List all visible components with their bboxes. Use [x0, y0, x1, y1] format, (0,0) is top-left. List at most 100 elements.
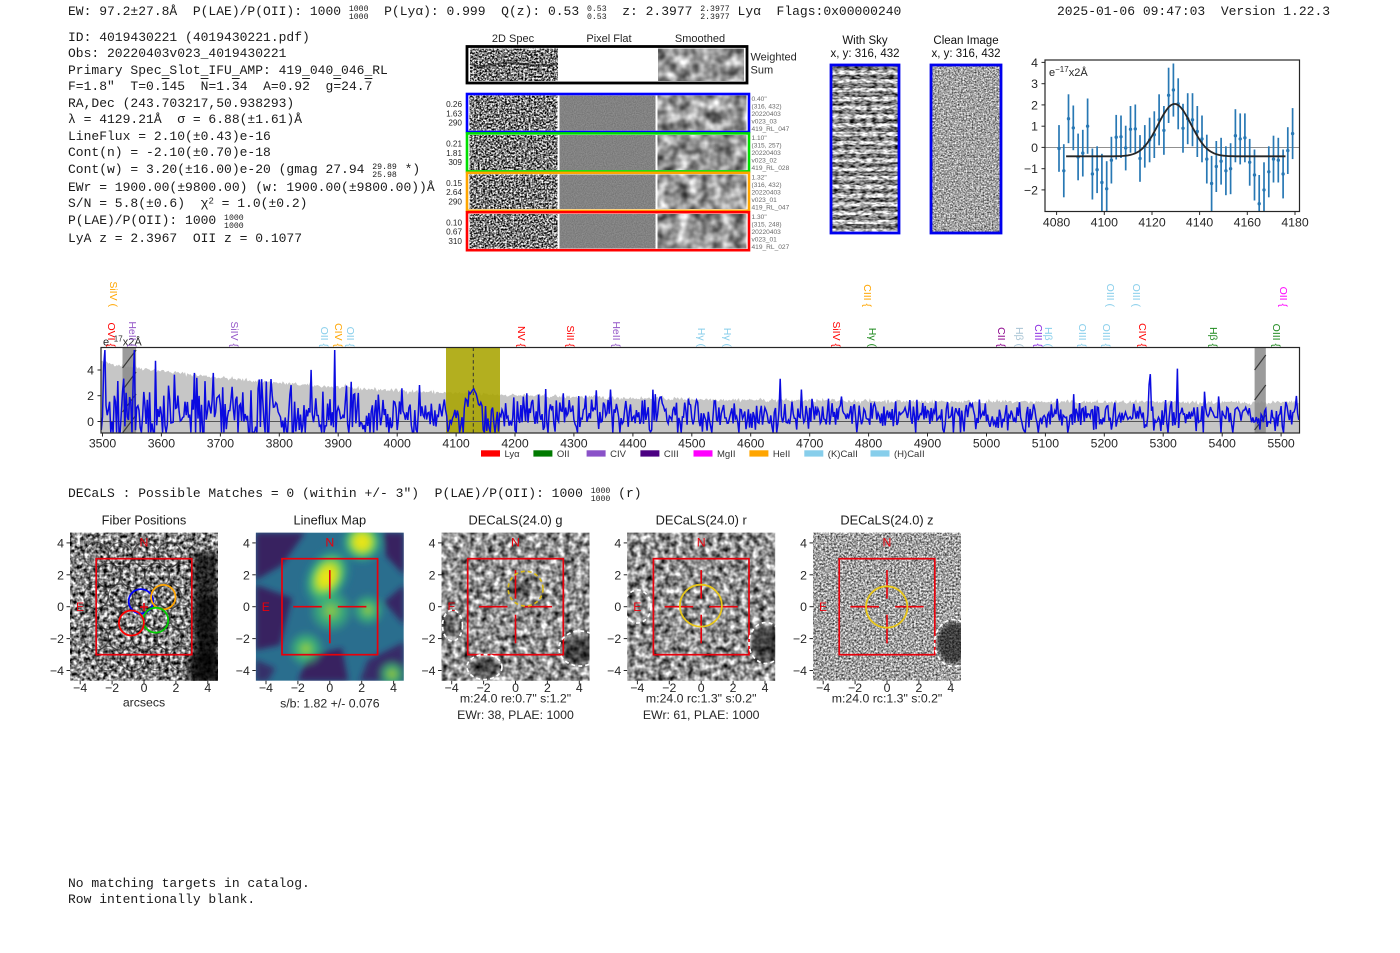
- svg-text:3800: 3800: [266, 437, 294, 451]
- svg-text:0.40": 0.40": [752, 96, 768, 103]
- svg-text:Sum: Sum: [751, 65, 774, 77]
- svg-text:0: 0: [141, 681, 148, 695]
- svg-text:4300: 4300: [560, 437, 588, 451]
- svg-text:(H)CaII: (H)CaII: [894, 449, 925, 460]
- svg-text:2: 2: [87, 389, 94, 403]
- svg-text:CIV {: CIV {: [1136, 323, 1148, 347]
- svg-text:4: 4: [576, 681, 583, 695]
- svg-text:419_RL_047: 419_RL_047: [752, 205, 790, 212]
- svg-text:−2: −2: [105, 681, 119, 695]
- svg-text:2D Spec: 2D Spec: [492, 33, 535, 45]
- svg-text:−2: −2: [421, 632, 435, 646]
- svg-text:1.30": 1.30": [752, 214, 768, 221]
- svg-text:CIII: CIII: [664, 449, 679, 460]
- svg-text:1.10": 1.10": [752, 135, 768, 142]
- svg-text:−4: −4: [73, 681, 87, 695]
- svg-text:N: N: [511, 535, 520, 549]
- svg-text:−2: −2: [662, 681, 676, 695]
- svg-text:3500: 3500: [89, 437, 117, 451]
- svg-text:−2: −2: [607, 632, 621, 646]
- svg-text:Hγ (: Hγ (: [721, 328, 733, 348]
- svg-text:4700: 4700: [796, 437, 824, 451]
- svg-text:5200: 5200: [1091, 437, 1119, 451]
- svg-text:4: 4: [947, 681, 954, 695]
- svg-text:With Sky: With Sky: [842, 35, 888, 47]
- svg-text:arcsecs: arcsecs: [123, 696, 165, 710]
- svg-text:419_RL_027: 419_RL_027: [752, 244, 790, 251]
- svg-text:5400: 5400: [1209, 437, 1237, 451]
- svg-text:(K)CaII: (K)CaII: [828, 449, 858, 460]
- svg-text:(316, 432): (316, 432): [752, 182, 782, 189]
- svg-text:e−17x2Å: e−17x2Å: [1049, 65, 1088, 79]
- svg-text:4: 4: [762, 681, 769, 695]
- svg-text:OIII (: OIII (: [1104, 284, 1116, 308]
- svg-text:2: 2: [800, 568, 807, 582]
- svg-text:4: 4: [429, 536, 436, 550]
- svg-text:1.81: 1.81: [446, 149, 462, 158]
- svg-text:20220403: 20220403: [752, 150, 782, 157]
- svg-text:0: 0: [87, 415, 94, 429]
- svg-text:4140: 4140: [1186, 216, 1214, 230]
- svg-text:0: 0: [243, 600, 250, 614]
- svg-text:Hγ (: Hγ (: [695, 328, 707, 348]
- svg-text:EWr: 61, PLAE: 1000: EWr: 61, PLAE: 1000: [643, 708, 760, 722]
- svg-text:4120: 4120: [1138, 216, 1166, 230]
- svg-text:Lineflux Map: Lineflux Map: [294, 513, 367, 528]
- svg-text:CII {: CII {: [995, 327, 1007, 347]
- svg-text:m:24.0 rc:1.3" s:0.2": m:24.0 rc:1.3" s:0.2": [646, 692, 757, 706]
- svg-text:Hβ (: Hβ (: [1013, 327, 1025, 348]
- svg-text:0: 0: [326, 681, 333, 695]
- svg-text:5300: 5300: [1150, 437, 1178, 451]
- svg-text:0.67: 0.67: [446, 228, 462, 237]
- svg-text:4100: 4100: [1091, 216, 1119, 230]
- svg-text:0: 0: [429, 600, 436, 614]
- svg-text:290: 290: [448, 119, 462, 128]
- svg-text:0.26: 0.26: [446, 100, 462, 109]
- svg-text:NV {: NV {: [515, 326, 527, 348]
- svg-text:2: 2: [358, 681, 365, 695]
- svg-text:4500: 4500: [678, 437, 706, 451]
- svg-text:0: 0: [698, 681, 705, 695]
- svg-text:OII {: OII {: [344, 327, 356, 348]
- svg-text:4800: 4800: [855, 437, 883, 451]
- svg-text:5100: 5100: [1032, 437, 1060, 451]
- svg-text:(315, 257): (315, 257): [752, 143, 782, 150]
- svg-text:Hβ (: Hβ (: [1042, 327, 1054, 348]
- svg-text:−2: −2: [848, 681, 862, 695]
- svg-text:HeII: HeII: [773, 449, 790, 460]
- svg-text:OIII {: OIII {: [1076, 324, 1088, 348]
- svg-text:3900: 3900: [325, 437, 353, 451]
- svg-text:−4: −4: [421, 664, 435, 678]
- svg-text:Fiber Positions: Fiber Positions: [102, 513, 187, 528]
- svg-text:OII {: OII {: [318, 327, 330, 348]
- svg-text:−1: −1: [1024, 162, 1038, 176]
- svg-text:v023_01: v023_01: [752, 237, 778, 244]
- svg-text:SiIV (: SiIV (: [107, 281, 119, 307]
- svg-text:N: N: [140, 535, 149, 549]
- svg-text:0: 0: [800, 600, 807, 614]
- svg-text:0: 0: [57, 600, 64, 614]
- svg-text:Hγ (: Hγ (: [866, 328, 878, 348]
- svg-text:MgII: MgII: [717, 449, 735, 460]
- svg-text:4160: 4160: [1234, 216, 1262, 230]
- svg-text:m:24.0 rc:1.3" s:0.2": m:24.0 rc:1.3" s:0.2": [832, 692, 943, 706]
- svg-text:2: 2: [730, 681, 737, 695]
- svg-text:SiIV {: SiIV {: [830, 321, 842, 347]
- svg-text:OII: OII: [557, 449, 570, 460]
- svg-text:N: N: [325, 535, 334, 549]
- svg-text:419_RL_028: 419_RL_028: [752, 165, 790, 172]
- svg-text:3: 3: [1031, 77, 1038, 91]
- svg-text:Lyα: Lyα: [505, 449, 521, 460]
- svg-text:HeII {: HeII {: [610, 321, 622, 347]
- svg-text:20220403: 20220403: [752, 111, 782, 118]
- svg-text:SiII {: SiII {: [564, 325, 576, 347]
- svg-text:4180: 4180: [1281, 216, 1309, 230]
- svg-text:2: 2: [429, 568, 436, 582]
- svg-text:4: 4: [800, 536, 807, 550]
- svg-text:EWr: 38, PLAE: 1000: EWr: 38, PLAE: 1000: [457, 708, 574, 722]
- svg-text:4400: 4400: [619, 437, 647, 451]
- svg-text:4900: 4900: [914, 437, 942, 451]
- svg-text:Clean Image: Clean Image: [933, 35, 998, 47]
- svg-text:Hβ {: Hβ {: [1207, 327, 1219, 348]
- svg-text:0: 0: [614, 600, 621, 614]
